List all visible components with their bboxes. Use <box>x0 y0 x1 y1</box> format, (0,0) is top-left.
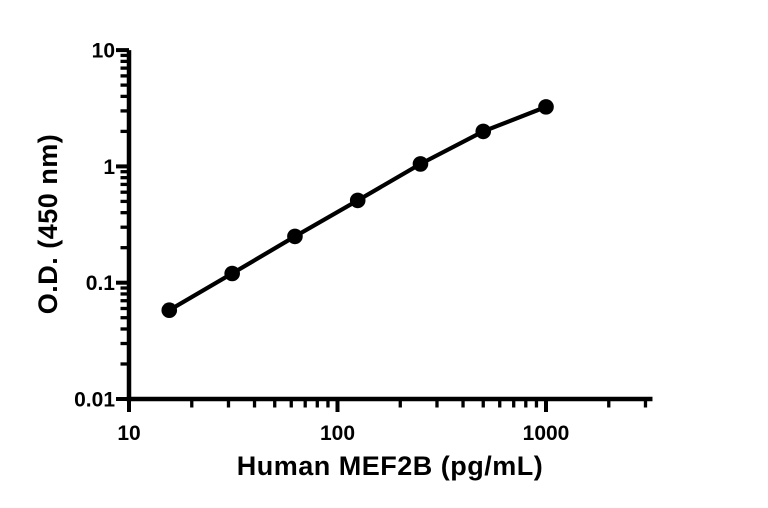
data-point-marker <box>349 192 366 209</box>
y-tick-label: 10 <box>92 40 115 63</box>
y-tick-label: 0.1 <box>86 272 116 295</box>
x-axis-title: Human MEF2B (pg/mL) <box>237 451 544 481</box>
data-point-marker <box>287 228 303 245</box>
data-point-marker <box>475 123 492 140</box>
data-point-marker <box>538 99 554 115</box>
series-layer <box>161 99 554 319</box>
y-axis-title: O.D. (450 nm) <box>33 134 63 315</box>
ticks-layer <box>116 48 648 412</box>
x-tick-label: 100 <box>320 422 355 445</box>
y-tick-label: 0.01 <box>74 389 115 412</box>
y-tick-label: 1 <box>103 156 115 179</box>
tick-labels-layer: 10 100 1000 10 1 0.1 0.01 <box>74 40 569 445</box>
data-point-marker <box>224 265 240 282</box>
x-tick-label: 10 <box>117 422 140 445</box>
axes-layer <box>126 50 653 402</box>
curve-line <box>167 104 549 313</box>
data-point-marker <box>412 156 429 172</box>
x-tick-label: 1000 <box>523 422 570 445</box>
data-point-marker <box>161 302 178 319</box>
